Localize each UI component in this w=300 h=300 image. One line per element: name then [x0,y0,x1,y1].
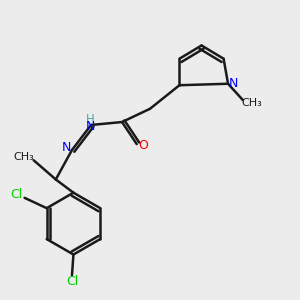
Text: CH₃: CH₃ [13,152,34,162]
Text: N: N [61,141,71,154]
Text: H: H [86,113,95,126]
Text: CH₃: CH₃ [241,98,262,109]
Text: Cl: Cl [10,188,22,201]
Text: O: O [138,139,148,152]
Text: Cl: Cl [66,275,79,288]
Text: N: N [229,77,238,90]
Text: N: N [86,120,95,133]
